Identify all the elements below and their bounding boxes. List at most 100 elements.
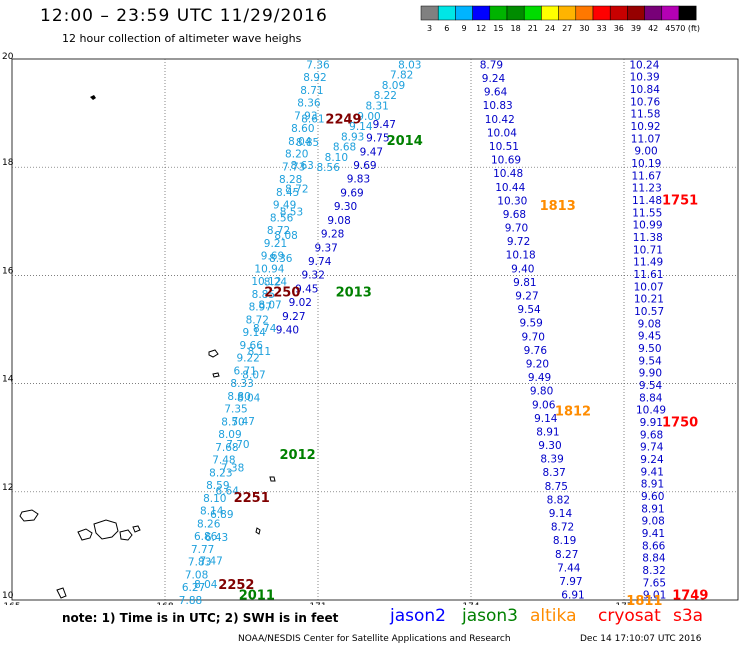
wave-height-value: 9.01 — [643, 590, 666, 602]
wave-height-value: 9.32 — [302, 270, 325, 282]
colorbar-swatch — [678, 5, 697, 21]
wave-height-value: 10.07 — [634, 281, 664, 293]
wave-height-value: 8.63 — [290, 160, 313, 172]
wave-height-value: 9.69 — [340, 187, 363, 199]
colorbar-tick-label: 3 — [427, 24, 432, 33]
wave-height-value: 9.54 — [517, 304, 541, 316]
wave-height-value: 9.66 — [240, 340, 264, 352]
wave-height-value: 10.21 — [634, 294, 664, 306]
wave-height-value: 8.36 — [269, 253, 293, 265]
wave-height-value: 8.56 — [270, 212, 294, 224]
wave-height-value: 8.33 — [230, 378, 253, 390]
wave-height-value: 9.24 — [482, 73, 506, 85]
island-shape — [19, 509, 39, 522]
legend-jason3: jason3 — [462, 606, 518, 626]
wave-height-value: 7.70 — [226, 439, 249, 451]
credit-line: NOAA/NESDIS Center for Satellite Applica… — [238, 634, 511, 644]
wave-height-value: 8.04 — [194, 579, 218, 591]
colorbar-tick-label: 30 — [579, 24, 589, 33]
island-shape — [77, 528, 93, 541]
wave-height-value: 9.54 — [638, 355, 662, 367]
wave-height-value: 8.61 — [301, 114, 324, 126]
chart-title: 12:00 – 23:59 UTC 11/29/2016 — [40, 6, 328, 26]
wave-height-value: 9.81 — [513, 277, 536, 289]
wave-height-value: 8.92 — [303, 72, 326, 84]
wave-height-value: 8.80 — [227, 391, 250, 403]
lat-label: 20 — [2, 52, 14, 62]
wave-height-value: 9.37 — [314, 242, 337, 254]
colorbar-tick-label: 27 — [562, 24, 572, 33]
wave-height-value: 10.30 — [497, 195, 527, 207]
wave-height-value: 10.94 — [254, 263, 284, 275]
wave-height-value: 7.93 — [294, 110, 317, 122]
lat-label: 10 — [2, 591, 14, 601]
wave-height-value: 8.19 — [553, 535, 576, 547]
wave-height-value: 7.73 — [282, 161, 305, 173]
wave-height-value: 8.97 — [249, 302, 272, 314]
wave-height-value: 9.47 — [373, 119, 396, 131]
island-shape — [90, 95, 96, 100]
wave-height-value: 8.85 — [296, 137, 319, 149]
colorbar-tick-label: 45 — [665, 24, 675, 33]
wave-height-value: 9.70 — [522, 331, 545, 343]
wave-height-value: 8.08 — [274, 230, 297, 242]
wave-height-value: 6.27 — [182, 582, 205, 594]
wave-height-value: 8.07 — [258, 300, 281, 312]
map-grid: 20 18 16 14 12 10165 168 171 174 177 — [2, 52, 739, 605]
chart-subtitle: 12 hour collection of altimeter wave hei… — [62, 32, 302, 45]
wave-height-value: 8.26 — [197, 518, 221, 530]
wave-height-value: 9.40 — [511, 263, 534, 275]
wave-height-value: 7.35 — [224, 404, 247, 416]
wave-height-value: 8.11 — [248, 346, 271, 358]
colorbar-tick-label: 24 — [545, 24, 555, 33]
wave-height-value: 9.45 — [638, 331, 661, 343]
wave-height-value: 8.04 — [288, 136, 312, 148]
wave-height-value: 11.58 — [630, 109, 660, 121]
wave-height-value: 8.82 — [547, 494, 570, 506]
lat-label: 12 — [2, 483, 13, 493]
wave-height-value: 9.41 — [641, 466, 664, 478]
wave-height-value: 9.14 — [349, 121, 373, 133]
wave-height-value: 9.14 — [243, 327, 267, 339]
wave-height-value: 10.12 — [251, 276, 281, 288]
wave-height-value: 9.80 — [530, 386, 553, 398]
wave-height-value: 8.39 — [540, 454, 563, 466]
wave-height-value: 10.49 — [636, 405, 666, 417]
wave-height-value: 8.31 — [365, 101, 388, 113]
wave-height-value: 10.51 — [489, 141, 519, 153]
wave-height-value: 10.44 — [495, 182, 525, 194]
pass-time-label: 2252 — [218, 578, 254, 593]
wave-height-value: 10.83 — [483, 100, 513, 112]
wave-height-value: 8.07 — [242, 369, 265, 381]
wave-height-value: 8.79 — [480, 59, 503, 71]
wave-height-value: 8.93 — [341, 131, 364, 143]
wave-height-value: 9.59 — [519, 318, 542, 330]
wave-height-value: 8.22 — [374, 90, 397, 102]
colorbar-tick-label: 9 — [461, 24, 466, 33]
wave-height-value: 9.72 — [507, 236, 530, 248]
wave-height-value: 8.53 — [280, 207, 303, 219]
island-shape — [269, 476, 276, 482]
wave-height-value: 10.18 — [506, 250, 536, 262]
wave-height-value: 8.85 — [252, 289, 275, 301]
wave-height-value: 9.83 — [347, 174, 370, 186]
pass-time-label: 2014 — [387, 134, 423, 149]
wave-height-value: 8.32 — [642, 565, 665, 577]
wave-height-value: 9.49 — [528, 372, 551, 384]
wave-height-value: 9.20 — [526, 358, 549, 370]
wave-height-value: 9.76 — [524, 345, 548, 357]
lat-label: 18 — [2, 158, 14, 168]
wave-height-value: 8.10 — [325, 152, 348, 164]
wave-height-value: 8.66 — [642, 540, 666, 552]
wave-height-value: 9.08 — [638, 318, 661, 330]
wave-height-value: 9.68 — [640, 429, 663, 441]
wave-height-value: 6.71 — [233, 365, 256, 377]
wave-height-value: 9.00 — [357, 111, 380, 123]
colorbar-tick-label: 42 — [648, 24, 658, 33]
wave-height-value: 7.08 — [185, 569, 208, 581]
wave-height-value: 8.75 — [545, 481, 568, 493]
wave-height-value: 9.74 — [640, 442, 664, 454]
wave-height-value: 8.10 — [203, 493, 226, 505]
wave-height-value: 9.28 — [321, 229, 344, 241]
wave-height-value: 9.21 — [264, 238, 287, 250]
